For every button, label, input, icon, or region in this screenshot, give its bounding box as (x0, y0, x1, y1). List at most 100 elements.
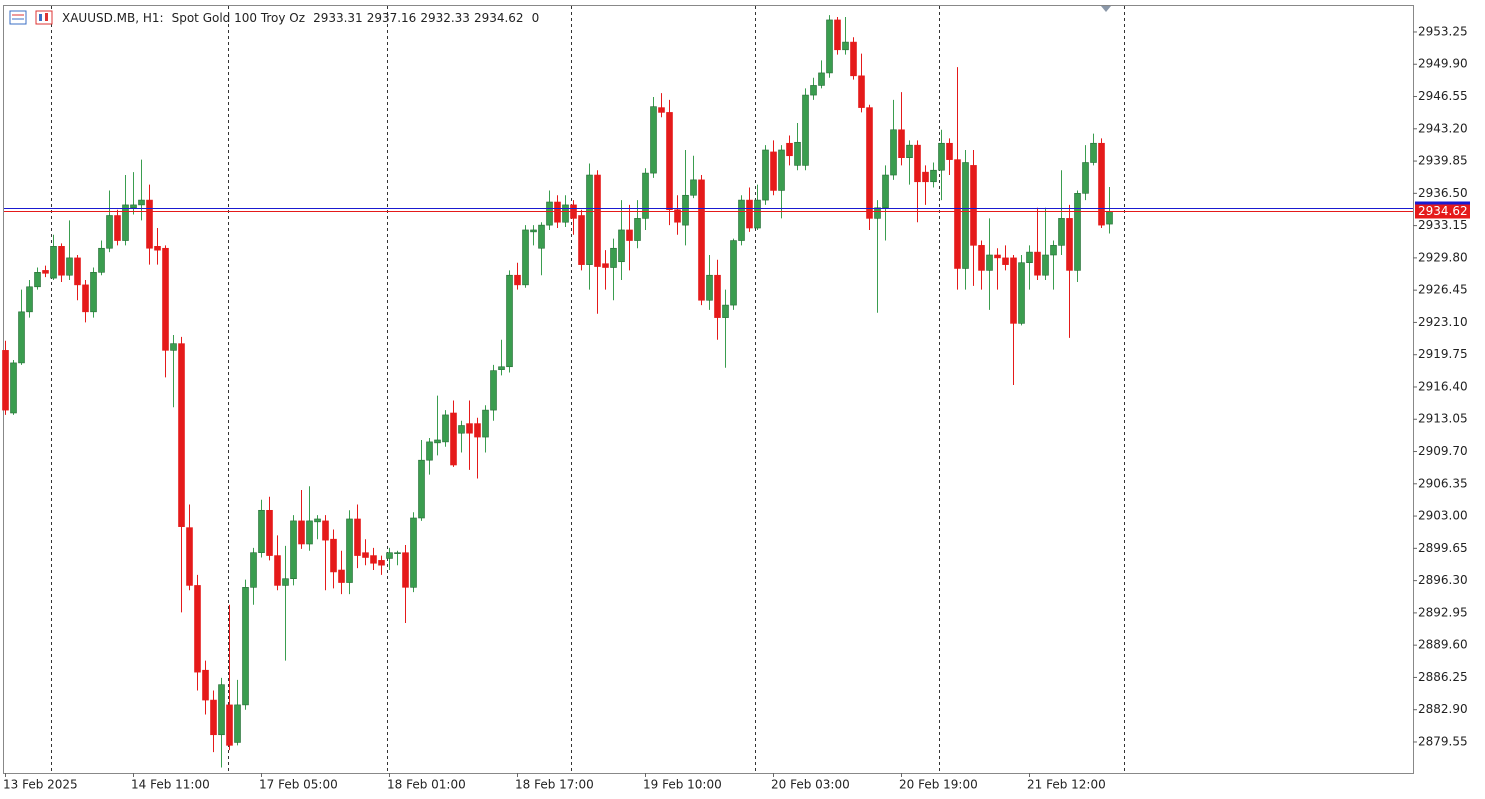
candle-body (314, 518, 321, 523)
candle-body (594, 174, 601, 267)
candle-body (474, 423, 481, 438)
candle-body (258, 509, 265, 553)
y-tick-label: 2946.55 (1418, 89, 1468, 103)
description: Spot Gold 100 Troy Oz (172, 11, 305, 25)
candle-body (618, 229, 625, 263)
candle-body (970, 165, 977, 246)
candle-body (754, 199, 761, 229)
icon-bar (39, 14, 42, 21)
candle-body (1090, 142, 1097, 163)
candle-body (82, 284, 89, 313)
candle-body (106, 215, 113, 249)
y-tick-label: 2882.90 (1418, 702, 1468, 716)
candle-body (850, 41, 857, 77)
candle-body (170, 343, 177, 351)
y-tick-label: 2896.30 (1418, 573, 1468, 587)
candle-body (146, 199, 153, 249)
x-tick-label: 18 Feb 17:00 (515, 778, 594, 792)
candle-body (522, 229, 529, 286)
candle-body (1018, 262, 1025, 324)
candle-body (1058, 218, 1065, 246)
candle-body (114, 215, 121, 241)
candle-body (770, 151, 777, 191)
x-tick-label: 18 Feb 01:00 (387, 778, 466, 792)
candle-body (546, 201, 553, 226)
candle-body (826, 19, 833, 74)
candle-body (874, 207, 881, 219)
candle-body (50, 246, 57, 279)
candle-body (482, 409, 489, 438)
candle-body (66, 257, 73, 276)
candle-body (282, 578, 289, 586)
candle-body (802, 94, 809, 166)
candle-body (602, 263, 609, 268)
candle-body (634, 218, 641, 241)
candle-body (226, 704, 233, 746)
y-tick-label: 2916.40 (1418, 379, 1468, 393)
y-tick-label: 2936.50 (1418, 186, 1468, 200)
x-tick-label: 20 Feb 03:00 (771, 778, 850, 792)
symbol: XAUUSD.MB, H1: (62, 11, 164, 25)
candle-body (1098, 142, 1105, 226)
candle-body (338, 569, 345, 583)
y-tick-label: 2886.25 (1418, 670, 1468, 684)
x-tick-label: 13 Feb 2025 (3, 778, 78, 792)
icon (35, 10, 53, 25)
candle-body (722, 304, 729, 318)
candle-body (818, 72, 825, 86)
y-tick-label: 2933.15 (1418, 218, 1468, 232)
high: 2937.16 (367, 11, 417, 25)
candle-body (842, 41, 849, 51)
candle-body (1010, 257, 1017, 324)
candle-body (2, 350, 9, 411)
y-tick-label: 2913.05 (1418, 412, 1468, 426)
candle-body (178, 343, 185, 527)
candle-body (946, 142, 953, 160)
candle-body (578, 215, 585, 265)
candle-body (1082, 162, 1089, 194)
candle-body (90, 272, 97, 313)
day-separators (51, 6, 1125, 773)
candle-body (466, 423, 473, 434)
candle-body (650, 106, 657, 174)
candle-body (882, 174, 889, 209)
candle-body (58, 246, 65, 276)
candle-body (234, 704, 241, 743)
candle-body (1034, 251, 1041, 276)
candle-body (42, 270, 49, 274)
candle-body (210, 699, 217, 736)
candle-body (554, 201, 561, 223)
y-tick-label: 2909.70 (1418, 444, 1468, 458)
candle-body (330, 538, 337, 573)
candle-body (354, 518, 361, 556)
candle-body (682, 194, 689, 226)
candle-body (1002, 257, 1009, 265)
candle-body (706, 274, 713, 301)
y-tick-label: 2929.80 (1418, 250, 1468, 264)
candle-body (794, 141, 801, 166)
candle-body (306, 520, 313, 545)
candle-body (122, 204, 129, 241)
candle-body (674, 209, 681, 223)
candle-body (266, 509, 273, 556)
candle-body (362, 552, 369, 558)
candle-body (202, 669, 209, 701)
candle-body (34, 272, 41, 288)
candle-body (930, 169, 937, 183)
candle-body (658, 107, 665, 113)
candle-body (218, 684, 225, 736)
candle-body (322, 520, 329, 541)
candle-body (730, 240, 737, 306)
candle-body (962, 162, 969, 269)
candle-body (394, 552, 401, 554)
candle-body (986, 254, 993, 271)
candle-body (1066, 218, 1073, 271)
candle-body (746, 199, 753, 229)
header: XAUUSD.MB, H1: Spot Gold 100 Troy Oz 2933.… (62, 11, 539, 25)
x-tick-label: 17 Feb 05:00 (259, 778, 338, 792)
y-tick-label: 2923.10 (1418, 315, 1468, 329)
candle-body (346, 518, 353, 583)
y-tick-label: 2939.85 (1418, 154, 1468, 168)
candle-body (738, 199, 745, 241)
